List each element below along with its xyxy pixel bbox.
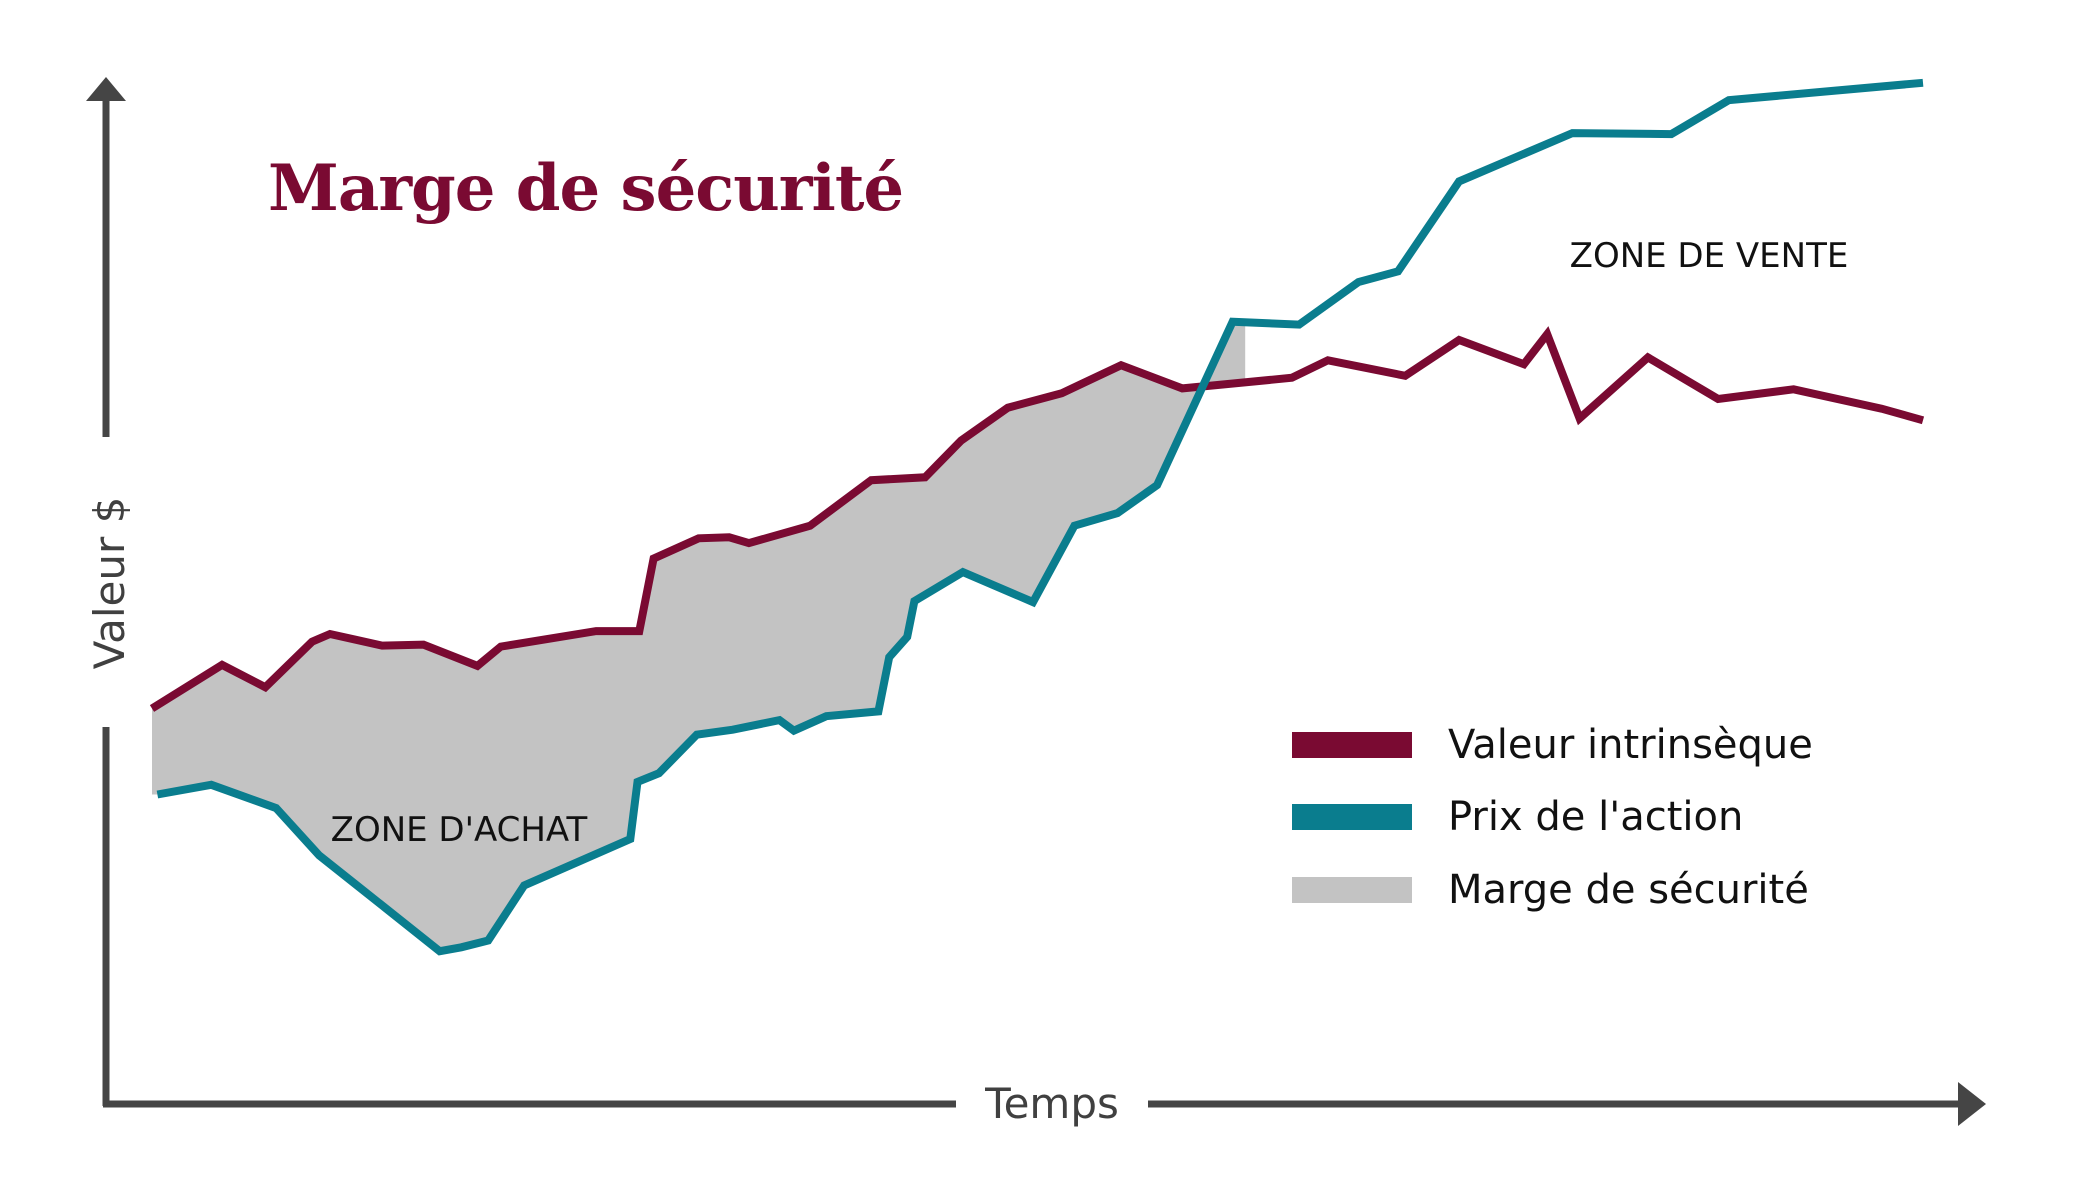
x-axis-label: Temps (984, 1079, 1119, 1128)
legend-label-intrinsic-value: Valeur intrinsèque (1448, 722, 1813, 768)
chart-title: Marge de sécurité (268, 151, 903, 226)
y-axis: Valeur $ (85, 77, 134, 1106)
legend: Valeur intrinsèque Prix de l'action Marg… (1292, 722, 1813, 913)
legend-swatch-share-price (1292, 804, 1412, 830)
intrinsic-value-line (149, 326, 1925, 712)
legend-swatch-safety-margin (1292, 877, 1412, 903)
sell-zone-label: ZONE DE VENTE (1570, 236, 1849, 276)
legend-label-share-price: Prix de l'action (1448, 794, 1743, 840)
y-axis-label: Valeur $ (85, 497, 134, 670)
x-axis-arrow-icon (1958, 1082, 1986, 1126)
safety-margin-area (152, 321, 1246, 952)
legend-label-safety-margin: Marge de sécurité (1448, 867, 1809, 913)
x-axis: Temps (103, 1079, 1986, 1128)
y-axis-arrow-icon (86, 77, 126, 101)
safety-margin-area-layer (152, 321, 1246, 952)
buy-zone-label: ZONE D'ACHAT (331, 810, 588, 850)
series-lines-layer (149, 78, 1925, 956)
legend-swatch-intrinsic-value (1292, 732, 1412, 758)
share-price-line (156, 78, 1924, 956)
